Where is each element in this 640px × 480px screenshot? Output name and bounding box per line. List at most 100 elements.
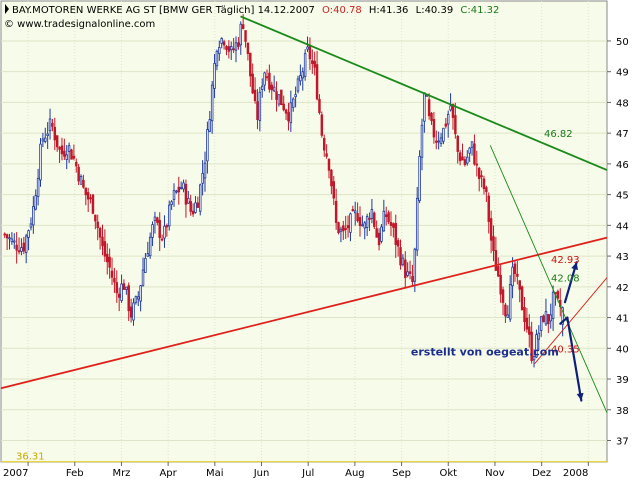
y-tick-label: 48 <box>616 98 629 109</box>
candle-body <box>41 138 45 142</box>
candle-body <box>473 143 476 165</box>
candle-body <box>532 356 536 361</box>
y-tick-label: 40 <box>616 344 629 355</box>
trendlines <box>0 15 608 414</box>
candle-body <box>67 145 71 152</box>
candle-body <box>77 166 80 182</box>
x-tick-label: Okt <box>439 468 457 479</box>
candle-body <box>160 238 164 241</box>
candle-body <box>322 138 326 151</box>
candle-body <box>511 266 514 287</box>
candle-body <box>497 266 500 277</box>
candle-body <box>146 253 150 257</box>
candle-body <box>420 124 424 158</box>
candle-body <box>539 316 543 331</box>
candle-body <box>353 210 357 214</box>
header-marker-icon <box>5 4 9 14</box>
candle-body <box>158 219 161 239</box>
candle-body <box>84 187 88 196</box>
candle-body <box>22 242 26 252</box>
candle-body <box>29 223 33 228</box>
low-value: L:40.39 <box>416 5 454 16</box>
candle-body <box>370 209 374 219</box>
candle-body <box>103 241 107 257</box>
candle-body <box>463 159 467 165</box>
candle-body <box>384 214 388 217</box>
candle-body <box>492 236 495 251</box>
candle-body <box>234 42 238 51</box>
candle-body <box>194 202 197 213</box>
candle-body <box>165 225 169 228</box>
candle-body <box>561 307 564 325</box>
candle-body <box>358 217 362 226</box>
candle-body <box>551 291 555 319</box>
trendline <box>534 277 608 364</box>
candle-body <box>144 257 147 273</box>
candle-body <box>237 42 240 47</box>
candle-body <box>389 222 393 226</box>
candle-body <box>75 161 78 167</box>
candle-body <box>430 112 433 121</box>
candle-body <box>363 222 366 229</box>
y-tick-label: 50 <box>616 37 629 48</box>
candle-body <box>399 247 402 266</box>
candle-body <box>301 71 304 79</box>
candle-body <box>60 145 64 155</box>
candle-body <box>151 224 154 238</box>
candle-body <box>525 317 529 330</box>
candle-body <box>489 218 493 241</box>
candle-body <box>408 271 412 274</box>
open-value: O:40.78 <box>322 5 362 16</box>
candle-body <box>79 176 83 185</box>
candle-body <box>210 84 214 122</box>
candle-body <box>332 181 335 199</box>
candle-body <box>213 63 216 89</box>
candle-body <box>418 155 421 202</box>
candle-body <box>270 84 274 91</box>
arrow-head-icon <box>571 262 578 271</box>
candle-body <box>401 257 405 265</box>
candle-body <box>294 94 297 98</box>
candle-body <box>201 172 204 184</box>
candle-body <box>287 112 290 122</box>
candle-body <box>528 326 531 335</box>
candle-body <box>227 46 231 52</box>
candle-body <box>446 113 450 125</box>
candle-body <box>58 146 61 150</box>
candle-body <box>268 72 271 90</box>
candle-body <box>189 201 192 212</box>
candle-body <box>520 286 524 311</box>
candle-body <box>339 228 343 232</box>
candle-body <box>53 126 57 141</box>
candle-body <box>327 159 331 171</box>
y-tick-label: 44 <box>616 221 629 232</box>
x-tick-label: Sep <box>392 468 411 479</box>
candle-body <box>320 114 324 136</box>
candle-body <box>225 46 228 50</box>
candle-body <box>387 212 390 223</box>
x-tick-label: Mai <box>206 468 224 479</box>
x-tick-label: 2008 <box>563 468 588 479</box>
trendline <box>240 15 608 171</box>
arrow-head-icon <box>576 392 584 401</box>
candle-body <box>537 332 541 340</box>
candle-body <box>477 167 481 180</box>
candle-body <box>187 197 190 204</box>
candle-body <box>148 236 152 257</box>
candle-body <box>3 233 6 236</box>
candle-body <box>306 46 309 50</box>
candle-body <box>196 202 200 208</box>
candle-body <box>444 123 448 127</box>
x-tick-label: Dez <box>532 468 551 479</box>
candle-body <box>134 296 138 303</box>
candle-body <box>82 179 85 188</box>
trendline <box>0 236 608 390</box>
candle-body <box>485 187 488 192</box>
candle-body <box>547 313 550 325</box>
candle-body <box>291 98 295 108</box>
candle-body <box>296 78 300 92</box>
copyright-text: © www.tradesignalonline.com <box>4 19 155 30</box>
candle-body <box>89 197 92 200</box>
candle-body <box>191 210 195 215</box>
